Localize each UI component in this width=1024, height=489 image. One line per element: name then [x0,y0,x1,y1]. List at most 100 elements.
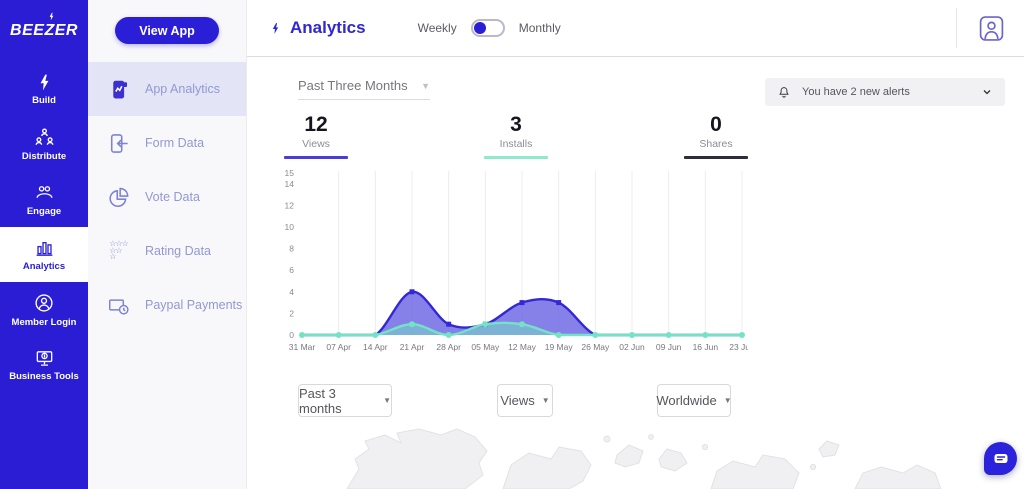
subsidebar-item-label: Vote Data [145,190,200,204]
phone-arrow-icon [105,130,132,157]
chat-widget-button[interactable] [984,442,1017,475]
svg-text:4: 4 [289,287,294,297]
member-circle-icon [35,293,53,312]
toggle-knob [473,22,486,34]
beezer-logo[interactable]: BEEZER [0,0,88,62]
monthly-label[interactable]: Monthly [518,21,561,35]
svg-text:02 Jun: 02 Jun [619,342,645,352]
filter-value: Views [500,393,535,408]
subsidebar-item-label: App Analytics [145,82,221,96]
svg-text:26 May: 26 May [581,342,610,352]
account-avatar-icon[interactable] [979,15,1004,42]
subsidebar-item-rating-data[interactable]: ☆☆☆ ☆☆ ☆ Rating Data [88,224,246,278]
filter-dropdown-region[interactable]: Worldwide ▼ [656,384,732,417]
chevron-down-icon: ▼ [723,396,732,405]
phone-analytics-icon [105,76,132,103]
analytics-content: Past Three Months ▼ You have 2 new alert… [247,57,1024,489]
svg-text:8: 8 [289,244,294,254]
business-monitor-icon [36,351,52,366]
pie-chart-icon [105,184,132,211]
chevron-down-icon: ▼ [383,396,391,405]
svg-text:16 Jun: 16 Jun [693,342,719,352]
alerts-text: You have 2 new alerts [802,86,910,98]
stat-label: Shares [699,138,733,150]
weekly-monthly-toggle[interactable] [470,19,505,37]
svg-text:19 May: 19 May [545,342,574,352]
chat-bubble-icon [994,454,1007,463]
analytics-bolt-icon [272,22,279,34]
primary-sidebar: BEEZER Build Distribute Engage [0,0,88,489]
topbar: Analytics Weekly Monthly [247,0,1024,57]
svg-text:14: 14 [285,179,295,189]
stat-value: 3 [510,113,522,136]
distribute-people-icon [34,128,54,146]
subsidebar-item-label: Paypal Payments [145,298,243,312]
beezer-logo-text: BEEZER [10,22,78,39]
sidebar-item-label: Analytics [22,261,66,272]
logo-bolt-icon [49,12,54,21]
stars-icon: ☆☆☆ ☆☆ ☆ [109,239,128,262]
bell-icon [779,86,789,98]
subsidebar-item-label: Rating Data [145,244,212,258]
svg-text:21 Apr: 21 Apr [400,342,425,352]
svg-text:0: 0 [289,330,294,340]
topbar-right [956,8,1004,48]
svg-text:15: 15 [285,168,295,178]
subsidebar-item-label: Form Data [145,136,205,150]
sidebar-item-member-login[interactable]: Member Login [0,282,88,337]
svg-text:31 Mar: 31 Mar [289,342,316,352]
svg-text:12: 12 [285,200,295,210]
filter-dropdown-period[interactable]: Past 3 months ▼ [298,384,392,417]
period-select[interactable]: Past Three Months ▼ [298,78,430,100]
svg-text:14 Apr: 14 Apr [363,342,388,352]
bar-chart-icon [36,242,52,256]
stat-underline [684,156,748,159]
chevron-down-icon [981,86,993,98]
chevron-down-icon: ▼ [421,80,430,91]
world-map-decoration [346,428,942,489]
weekly-label[interactable]: Weekly [417,21,457,35]
sidebar-item-label: Distribute [21,151,67,162]
svg-text:6: 6 [289,265,294,275]
sidebar-item-engage[interactable]: Engage [0,172,88,227]
svg-text:10: 10 [285,222,295,232]
subsidebar-item-app-analytics[interactable]: App Analytics [88,62,246,116]
page-title-text: Analytics [290,18,366,37]
filter-value: Past 3 months [299,385,342,416]
svg-text:23 Jun: 23 Jun [729,342,748,352]
view-app-button[interactable]: View App [115,17,219,44]
sidebar-item-build[interactable]: Build [0,62,88,117]
svg-text:09 Jun: 09 Jun [656,342,682,352]
stat-label: Installs [499,138,533,150]
page-title: Analytics [269,18,366,38]
alerts-bar[interactable]: You have 2 new alerts [765,78,1005,106]
stat-value: 0 [710,113,722,136]
svg-text:07 Apr: 07 Apr [326,342,351,352]
sidebar-item-analytics[interactable]: Analytics [0,227,88,282]
filter-value: Worldwide [656,393,717,408]
subsidebar-item-paypal-payments[interactable]: Paypal Payments [88,278,246,332]
stat-shares[interactable]: 0 Shares [651,113,781,159]
stat-label: Views [302,138,330,150]
svg-text:2: 2 [289,308,294,318]
analytics-sub-sidebar: View App App Analytics Form Data [88,0,247,489]
subsidebar-item-vote-data[interactable]: Vote Data [88,170,246,224]
stat-underline [284,156,348,159]
sidebar-item-distribute[interactable]: Distribute [0,117,88,172]
bolt-icon [40,74,48,91]
sidebar-item-label: Business Tools [9,371,79,382]
filter-dropdown-metric[interactable]: Views ▼ [497,384,553,417]
sidebar-item-business-tools[interactable]: Business Tools [0,337,88,392]
period-toggle-group: Weekly Monthly [418,19,561,37]
stat-installs[interactable]: 3 Installs [451,113,581,159]
svg-text:28 Apr: 28 Apr [436,342,461,352]
engage-people-icon [35,186,53,198]
subsidebar-item-form-data[interactable]: Form Data [88,116,246,170]
area-chart: 0 2 4 6 8 10 12 14 15 31 Mar 07 Apr 14 Apr 21 Apr 28 … [278,167,755,361]
svg-text:05 May: 05 May [471,342,500,352]
stat-views[interactable]: 12 Views [251,113,381,159]
sidebar-item-label: Engage [26,206,62,217]
sidebar-item-label: Member Login [11,316,77,328]
